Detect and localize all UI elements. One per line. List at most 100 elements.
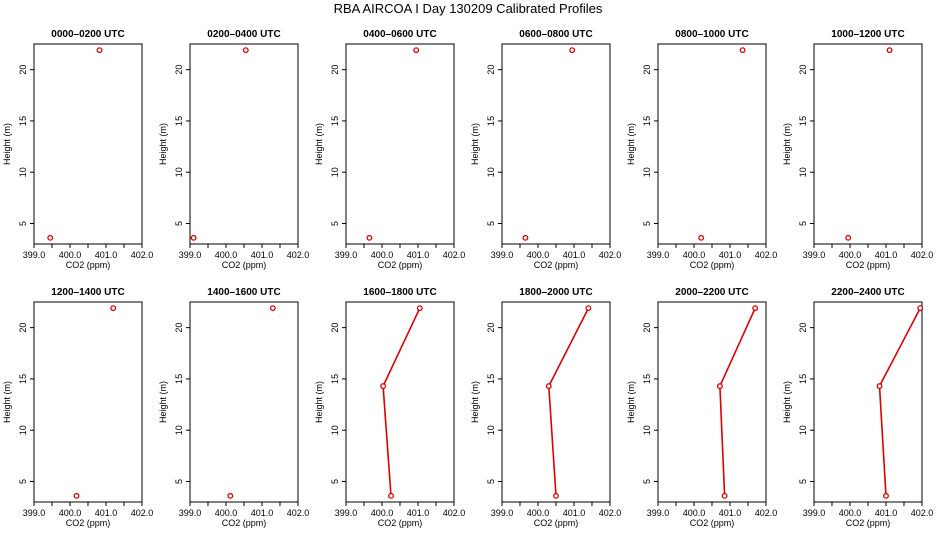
y-axis-label: Height (m) (782, 381, 792, 423)
data-point (721, 492, 728, 499)
y-tick-label: 20 (642, 323, 652, 333)
x-tick-label: 402.0 (287, 250, 310, 260)
data-point (416, 305, 423, 312)
x-axis-label: CO2 (ppm) (846, 518, 891, 528)
y-tick-label: 20 (486, 323, 496, 333)
panel-title: 1000–1200 UTC (831, 29, 904, 40)
y-tick-label: 5 (486, 479, 496, 484)
panel-frame (345, 301, 455, 503)
y-tick-label: 15 (18, 116, 28, 126)
y-tick-label: 10 (798, 167, 808, 177)
panel-6: 1000–1200 UTC 399.0 400.0 401.0 402.0 5 10 15 20… (782, 29, 933, 270)
panel-title: 0200–0400 UTC (207, 29, 280, 40)
data-point (569, 47, 576, 54)
panel-frame (501, 43, 611, 245)
y-tick-label: 5 (330, 221, 340, 226)
x-tick-label: 402.0 (911, 250, 934, 260)
y-tick-label: 15 (642, 374, 652, 384)
y-tick-label: 20 (642, 65, 652, 75)
y-axis-label: Height (m) (626, 381, 636, 423)
y-tick-label: 20 (798, 323, 808, 333)
x-tick-label: 402.0 (443, 508, 466, 518)
y-tick-label: 20 (18, 323, 28, 333)
y-tick-label: 20 (174, 65, 184, 75)
data-point (242, 47, 249, 54)
x-tick-label: 401.0 (719, 250, 742, 260)
x-axis-label: CO2 (ppm) (534, 260, 579, 270)
data-point (716, 383, 723, 390)
data-point (190, 234, 197, 241)
x-tick-label: 402.0 (755, 250, 778, 260)
x-axis-label: CO2 (ppm) (222, 518, 267, 528)
y-tick-label: 10 (486, 425, 496, 435)
y-tick-label: 15 (642, 116, 652, 126)
x-tick-label: 401.0 (407, 508, 430, 518)
x-tick-label: 400.0 (59, 250, 82, 260)
data-point (73, 492, 80, 499)
y-tick-label: 5 (798, 479, 808, 484)
y-tick-label: 20 (798, 65, 808, 75)
y-axis-label: Height (m) (470, 123, 480, 165)
data-point (739, 47, 746, 54)
x-tick-label: 401.0 (251, 250, 274, 260)
y-axis-label: Height (m) (626, 123, 636, 165)
x-axis-label: CO2 (ppm) (378, 260, 423, 270)
x-tick-label: 402.0 (599, 250, 622, 260)
panel-1: 0000–0200 UTC 399.0 400.0 401.0 402.0 5 10 15 20… (2, 29, 153, 270)
panel-frame (657, 301, 767, 503)
y-axis-label: Height (m) (314, 381, 324, 423)
x-axis-label: CO2 (ppm) (690, 260, 735, 270)
x-tick-label: 400.0 (215, 250, 238, 260)
panel-11: 2000–2200 UTC 399.0 400.0 401.0 402.0 5 10 15 20… (626, 287, 777, 528)
y-tick-label: 5 (18, 221, 28, 226)
x-tick-label: 402.0 (287, 508, 310, 518)
panel-title: 0800–1000 UTC (675, 29, 748, 40)
data-point (876, 383, 883, 390)
panel-2: 0200–0400 UTC 399.0 400.0 401.0 402.0 5 10 15 20… (158, 29, 309, 270)
y-tick-label: 5 (642, 221, 652, 226)
x-tick-label: 401.0 (719, 508, 742, 518)
x-tick-label: 399.0 (23, 250, 46, 260)
x-tick-label: 399.0 (23, 508, 46, 518)
data-point (553, 492, 559, 499)
panel-8: 1400–1600 UTC 399.0 400.0 401.0 402.0 5 10 15 20… (158, 287, 309, 528)
data-point (845, 234, 852, 241)
panel-title: 1800–2000 UTC (519, 287, 592, 298)
data-point (752, 305, 759, 312)
x-tick-label: 401.0 (95, 250, 118, 260)
y-tick-label: 15 (798, 116, 808, 126)
panel-frame (189, 301, 299, 503)
x-tick-label: 400.0 (527, 508, 550, 518)
panel-3: 0400–0600 UTC 399.0 400.0 401.0 402.0 5 10 15 20… (314, 29, 465, 270)
y-tick-label: 5 (798, 221, 808, 226)
data-point (886, 47, 893, 54)
data-point (388, 492, 394, 499)
panel-4: 0600–0800 UTC 399.0 400.0 401.0 402.0 5 10 15 20… (470, 29, 621, 270)
x-tick-label: 401.0 (875, 508, 898, 518)
y-tick-label: 10 (486, 167, 496, 177)
panel-title: 1200–1400 UTC (51, 287, 124, 298)
x-tick-label: 400.0 (527, 250, 550, 260)
panel-title: 1600–1800 UTC (363, 287, 436, 298)
data-point (366, 234, 373, 241)
profile-line (382, 307, 421, 496)
x-tick-label: 401.0 (95, 508, 118, 518)
x-tick-label: 401.0 (563, 508, 586, 518)
y-tick-label: 15 (174, 116, 184, 126)
panel-5: 0800–1000 UTC 399.0 400.0 401.0 402.0 5 10 15 20… (626, 29, 777, 270)
data-point (227, 492, 234, 499)
x-tick-label: 399.0 (179, 250, 202, 260)
y-tick-label: 10 (330, 425, 340, 435)
x-tick-label: 401.0 (251, 508, 274, 518)
y-tick-label: 10 (174, 167, 184, 177)
y-tick-label: 5 (642, 479, 652, 484)
panel-9: 1600–1800 UTC 399.0 400.0 401.0 402.0 5 10 15 20… (314, 287, 465, 528)
y-tick-label: 15 (18, 374, 28, 384)
y-tick-label: 5 (18, 479, 28, 484)
y-axis-label: Height (m) (314, 123, 324, 165)
x-tick-label: 402.0 (443, 250, 466, 260)
x-tick-label: 400.0 (839, 250, 862, 260)
y-tick-label: 15 (486, 116, 496, 126)
x-tick-label: 402.0 (599, 508, 622, 518)
y-axis-label: Height (m) (782, 123, 792, 165)
